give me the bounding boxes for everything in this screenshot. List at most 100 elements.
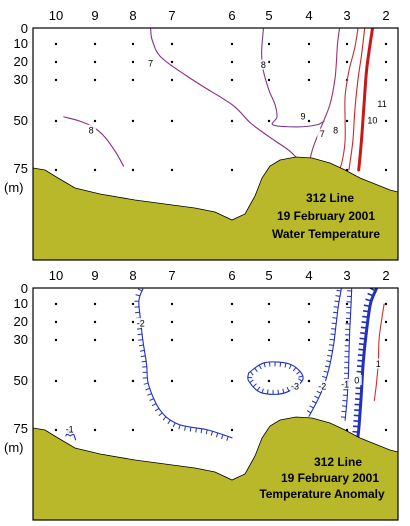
- contour-hatch: [69, 433, 74, 437]
- section-line-title: 312 Line: [306, 191, 354, 205]
- contour-hatch: [298, 378, 303, 382]
- contour-hatch: [178, 424, 181, 430]
- sample-dot: [307, 338, 311, 342]
- sample-dot: [267, 302, 271, 306]
- contour-hatch: [261, 388, 264, 394]
- sample-dot: [384, 168, 388, 172]
- contour-hatch: [353, 420, 360, 423]
- sample-dot: [54, 302, 58, 306]
- contour-label-bg: [317, 380, 328, 391]
- contour-hatch: [137, 333, 143, 336]
- contour-hatch: [282, 388, 285, 394]
- station-label: 3: [343, 268, 350, 283]
- contour-line: [138, 288, 233, 439]
- section-line-title: 312 Line: [314, 455, 362, 469]
- contour-label-bg: [367, 115, 378, 125]
- contour-hatch: [210, 431, 213, 436]
- sample-dot: [131, 168, 135, 172]
- sample-dot: [170, 119, 174, 123]
- contour-hatch: [326, 360, 331, 363]
- station-label: 8: [129, 8, 136, 23]
- contour-hatch: [195, 427, 197, 433]
- contour-line: [308, 28, 340, 165]
- station-label: 4: [305, 268, 312, 283]
- contour-value-label: -1: [66, 425, 74, 435]
- sample-dot: [384, 78, 388, 82]
- sample-dot: [267, 379, 271, 383]
- sample-dot: [384, 302, 388, 306]
- contour-hatch: [333, 306, 339, 308]
- sample-dot: [170, 338, 174, 342]
- sample-dot: [131, 78, 135, 82]
- contour-hatch: [352, 425, 360, 428]
- depth-label: 0: [21, 21, 28, 36]
- contour-hatch: [277, 389, 279, 395]
- sample-dot: [230, 338, 234, 342]
- contour-hatch: [331, 328, 336, 330]
- contour-hatch: [221, 434, 224, 440]
- sample-dot: [93, 302, 97, 306]
- sample-dot: [384, 428, 388, 432]
- anomaly-contours: [65, 288, 385, 446]
- sample-dot: [131, 42, 135, 46]
- station-sample-dots: [54, 42, 388, 172]
- depth-label: 30: [14, 72, 28, 87]
- contour-hatch: [328, 344, 334, 346]
- contour-line: [348, 28, 366, 171]
- contour-hatch: [365, 298, 372, 302]
- sample-dot: [384, 320, 388, 324]
- plot-frame: [32, 27, 399, 261]
- sample-dot: [267, 320, 271, 324]
- sample-dot: [131, 60, 135, 64]
- contour-hatch: [311, 400, 317, 404]
- contour-label-bg: [298, 110, 308, 121]
- sample-dot: [131, 119, 135, 123]
- variable-title: Water Temperature: [272, 227, 380, 241]
- sample-dot: [54, 42, 58, 46]
- water-temperature-panel: 10 9 8 7 6 5 4 3 2 0 10 20 30 50 75 (m) …: [4, 8, 399, 261]
- contour-hatch: [329, 338, 335, 341]
- contour-value-label: -2: [318, 381, 326, 391]
- sample-dot: [54, 338, 58, 342]
- contour-hatch: [367, 292, 374, 297]
- sample-dot: [384, 338, 388, 342]
- contour-hatch: [298, 375, 303, 378]
- sample-dot: [131, 302, 135, 306]
- contour-value-label: -1: [341, 379, 349, 389]
- contour-hatch: [363, 304, 371, 308]
- contour-hatch: [341, 405, 347, 407]
- contour-hatch: [189, 427, 192, 432]
- station-label: 3: [343, 8, 350, 23]
- date-title: 19 February 2001: [281, 471, 379, 485]
- contour-hatch: [200, 428, 203, 434]
- contour-hatch: [149, 398, 154, 401]
- sample-dot: [345, 119, 349, 123]
- contour-hatch: [353, 414, 360, 417]
- contour-hatch: [147, 393, 152, 396]
- sample-dot: [170, 320, 174, 324]
- contour-line: [308, 288, 342, 417]
- station-label: 2: [382, 8, 389, 23]
- sample-dot: [54, 168, 58, 172]
- contour-hatch: [369, 288, 376, 292]
- contour-hatch: [254, 367, 258, 373]
- sample-dot: [170, 60, 174, 64]
- sample-dot: [170, 428, 174, 432]
- contour-hatch: [332, 317, 337, 319]
- contour-hatch: [357, 359, 364, 362]
- contour-hatch: [172, 422, 176, 428]
- contour-hatch: [328, 349, 333, 352]
- contour-hatch: [286, 386, 290, 392]
- contour-value-label: 9: [300, 111, 305, 121]
- sample-dot: [131, 320, 135, 324]
- station-label: 5: [265, 8, 272, 23]
- depth-label: 30: [14, 332, 28, 347]
- contour-line: [63, 116, 125, 167]
- contour-label-bg: [317, 128, 328, 139]
- sample-dot: [170, 379, 174, 383]
- contour-hatch: [358, 343, 366, 346]
- contour-hatch: [360, 326, 368, 329]
- contour-hatch: [330, 333, 335, 335]
- contour-value-label: 10: [367, 116, 377, 126]
- sample-dot: [345, 320, 349, 324]
